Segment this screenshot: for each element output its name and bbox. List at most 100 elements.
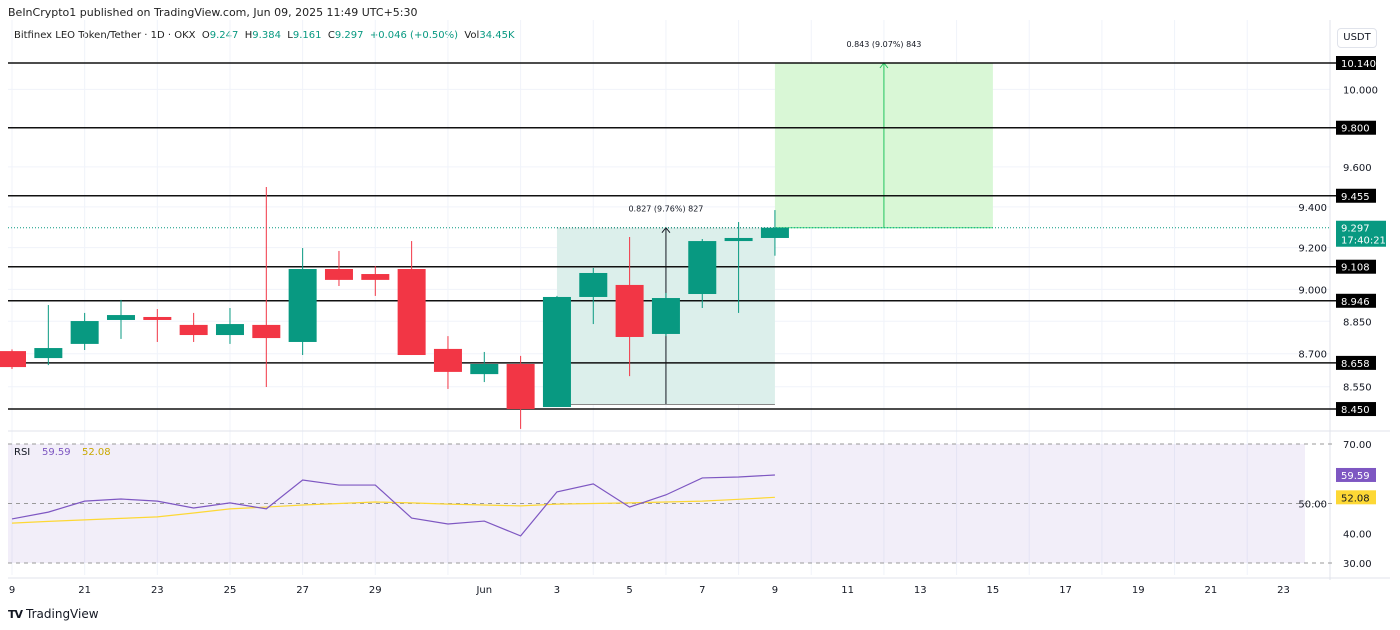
date-tick-label: 27: [296, 585, 309, 596]
candle-body: [106, 315, 135, 320]
last-price-label: 9.297: [1341, 224, 1370, 235]
candle-body: [34, 348, 63, 359]
price-tick-label: 9.400: [1298, 203, 1327, 214]
date-tick-label: 11: [841, 585, 854, 596]
rsi-ma-line: [11, 496, 775, 524]
rsi-line: [11, 474, 775, 537]
level-label-bg: [1336, 293, 1376, 308]
date-tick-label: 23: [151, 585, 164, 596]
change-value: +0.046 (+0.50%): [369, 30, 458, 41]
symbol-name[interactable]: Bitfinex LEO Token/Tether · 1D · OKX: [14, 30, 196, 41]
candle-body: [215, 324, 244, 336]
rsi-value-bg: [1336, 467, 1376, 482]
candle: [579, 267, 608, 325]
level-label: 8.946: [1341, 297, 1370, 308]
candle-body: [651, 298, 680, 334]
candle: [106, 299, 135, 339]
last-price-label-bg: [1336, 220, 1386, 247]
candle-body: [397, 269, 426, 356]
candle: [397, 241, 426, 356]
candle: [288, 248, 317, 356]
price-tick-label: 9.200: [1298, 244, 1327, 255]
bar-countdown: 17:40:21: [1341, 236, 1386, 247]
level-label-bg: [1336, 56, 1376, 70]
level-label-bg: [1336, 120, 1376, 135]
candle-body: [0, 351, 26, 368]
level-label-bg: [1336, 259, 1376, 274]
price-tick-label: 8.850: [1343, 317, 1372, 328]
symbol-legend: Bitfinex LEO Token/Tether · 1D · OKX O9.…: [14, 30, 515, 41]
high-label: H: [244, 30, 253, 41]
level-label-bg: [1336, 188, 1376, 203]
rsi-value-label: 59.59: [1341, 471, 1370, 482]
open-label: O: [201, 30, 210, 41]
price-tick-label: 10.000: [1343, 85, 1378, 96]
candle: [433, 336, 462, 389]
candle-body: [760, 227, 789, 238]
rsi-tick-label: 40.00: [1343, 529, 1372, 540]
level-label: 9.455: [1341, 192, 1370, 203]
close-value: 9.297: [334, 30, 364, 41]
rsi-ma-value-label: 52.08: [1341, 493, 1370, 504]
date-tick-label: 9: [9, 585, 15, 596]
close-label: C: [327, 30, 335, 41]
candle: [0, 349, 26, 370]
currency-button[interactable]: USDT: [1337, 28, 1377, 48]
date-tick-label: 21: [78, 585, 91, 596]
candle: [143, 309, 172, 342]
candle-body: [252, 324, 281, 339]
candle-body: [288, 269, 317, 342]
candle-body: [70, 321, 99, 344]
date-tick-label: 9: [772, 585, 778, 596]
candle: [615, 236, 644, 377]
price-tick-label: 8.550: [1343, 383, 1372, 394]
low-value: 9.161: [292, 30, 322, 41]
high-value: 9.384: [252, 30, 281, 41]
candle-body: [724, 237, 753, 242]
level-label-bg: [1336, 402, 1376, 417]
candle: [506, 355, 535, 429]
date-tick-label: 7: [699, 585, 705, 596]
date-tick-label: 3: [554, 585, 560, 596]
tradingview-logo-icon: TV: [8, 607, 23, 621]
candle: [70, 312, 99, 351]
rsi-ma-value-bg: [1336, 490, 1376, 505]
publisher-line: BeInCrypto1 published on TradingView.com…: [8, 6, 418, 19]
date-tick-label: 25: [224, 585, 237, 596]
candle-body: [542, 296, 571, 408]
level-label: 8.658: [1341, 359, 1370, 370]
candle-body: [361, 274, 390, 280]
candle: [470, 351, 499, 383]
level-label: 9.108: [1341, 263, 1370, 274]
price-tick-label: 9.600: [1343, 163, 1372, 174]
rsi-legend-value: 59.59: [42, 447, 71, 458]
date-tick-label: 23: [1277, 585, 1290, 596]
date-tick-label: 13: [914, 585, 927, 596]
candle-body: [324, 269, 353, 280]
candle: [179, 312, 208, 342]
level-label: 8.450: [1341, 405, 1370, 416]
low-label: L: [287, 30, 293, 41]
price-tick-label: 8.700: [1298, 350, 1327, 361]
rsi-tick-label: 30.00: [1343, 559, 1372, 570]
date-tick-label: 29: [369, 585, 382, 596]
candle-body: [506, 363, 535, 410]
measure-label-0: 0.827 (9.76%) 827: [628, 205, 703, 214]
candle: [542, 295, 571, 408]
level-label-bg: [1336, 355, 1376, 370]
candle: [651, 292, 680, 337]
open-value: 9.247: [209, 30, 239, 41]
candle: [324, 250, 353, 286]
candle-body: [143, 316, 172, 320]
measure-label-1: 0.843 (9.07%) 843: [846, 40, 921, 49]
candle: [361, 266, 390, 296]
date-tick-label: Jun: [475, 585, 492, 596]
candle: [760, 210, 789, 256]
volume-value: 34.45K: [479, 30, 515, 41]
brand-name: TradingView: [26, 607, 99, 621]
tradingview-logo[interactable]: TV TradingView: [8, 607, 99, 621]
rsi-title: RSI: [14, 447, 30, 458]
candle: [252, 186, 281, 387]
rsi-legend-ma-value: 52.08: [82, 447, 111, 458]
